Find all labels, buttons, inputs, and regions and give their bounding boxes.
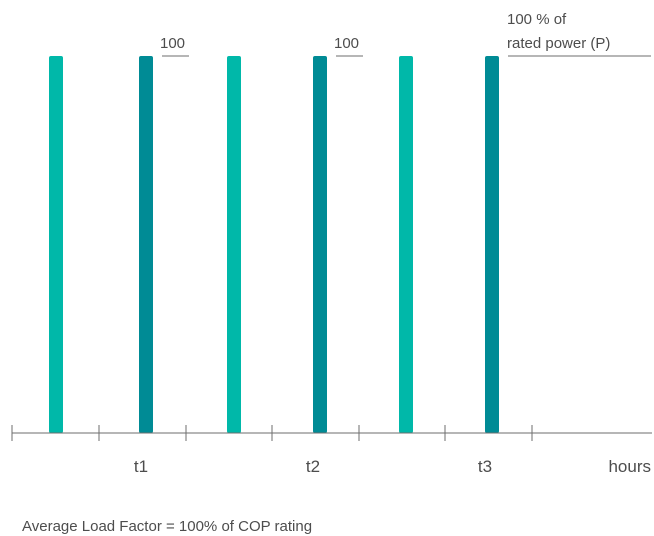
annotation-label-1: 100 [334, 35, 359, 52]
bar-t3-b [485, 56, 499, 433]
annotation-label-2-1: rated power (P) [507, 35, 610, 52]
bar-t1-b [139, 56, 153, 433]
bar-t3-a [399, 56, 413, 433]
annotations-group: 100 100 100 % of rated power (P) [160, 11, 651, 57]
x-tick-label-t2: t2 [306, 457, 320, 476]
x-tick-label-t1: t1 [134, 457, 148, 476]
x-axis-label: hours [608, 457, 651, 476]
x-axis: t1 t2 t3 hours [11, 425, 652, 476]
bars-group [49, 56, 499, 433]
x-tick-label-t3: t3 [478, 457, 492, 476]
annotation-label-0: 100 [160, 35, 185, 52]
bar-t2-b [313, 56, 327, 433]
footnote: Average Load Factor = 100% of COP rating [22, 518, 313, 535]
bar-t2-a [227, 56, 241, 433]
bar-t1-a [49, 56, 63, 433]
annotation-label-2-0: 100 % of [507, 11, 567, 28]
